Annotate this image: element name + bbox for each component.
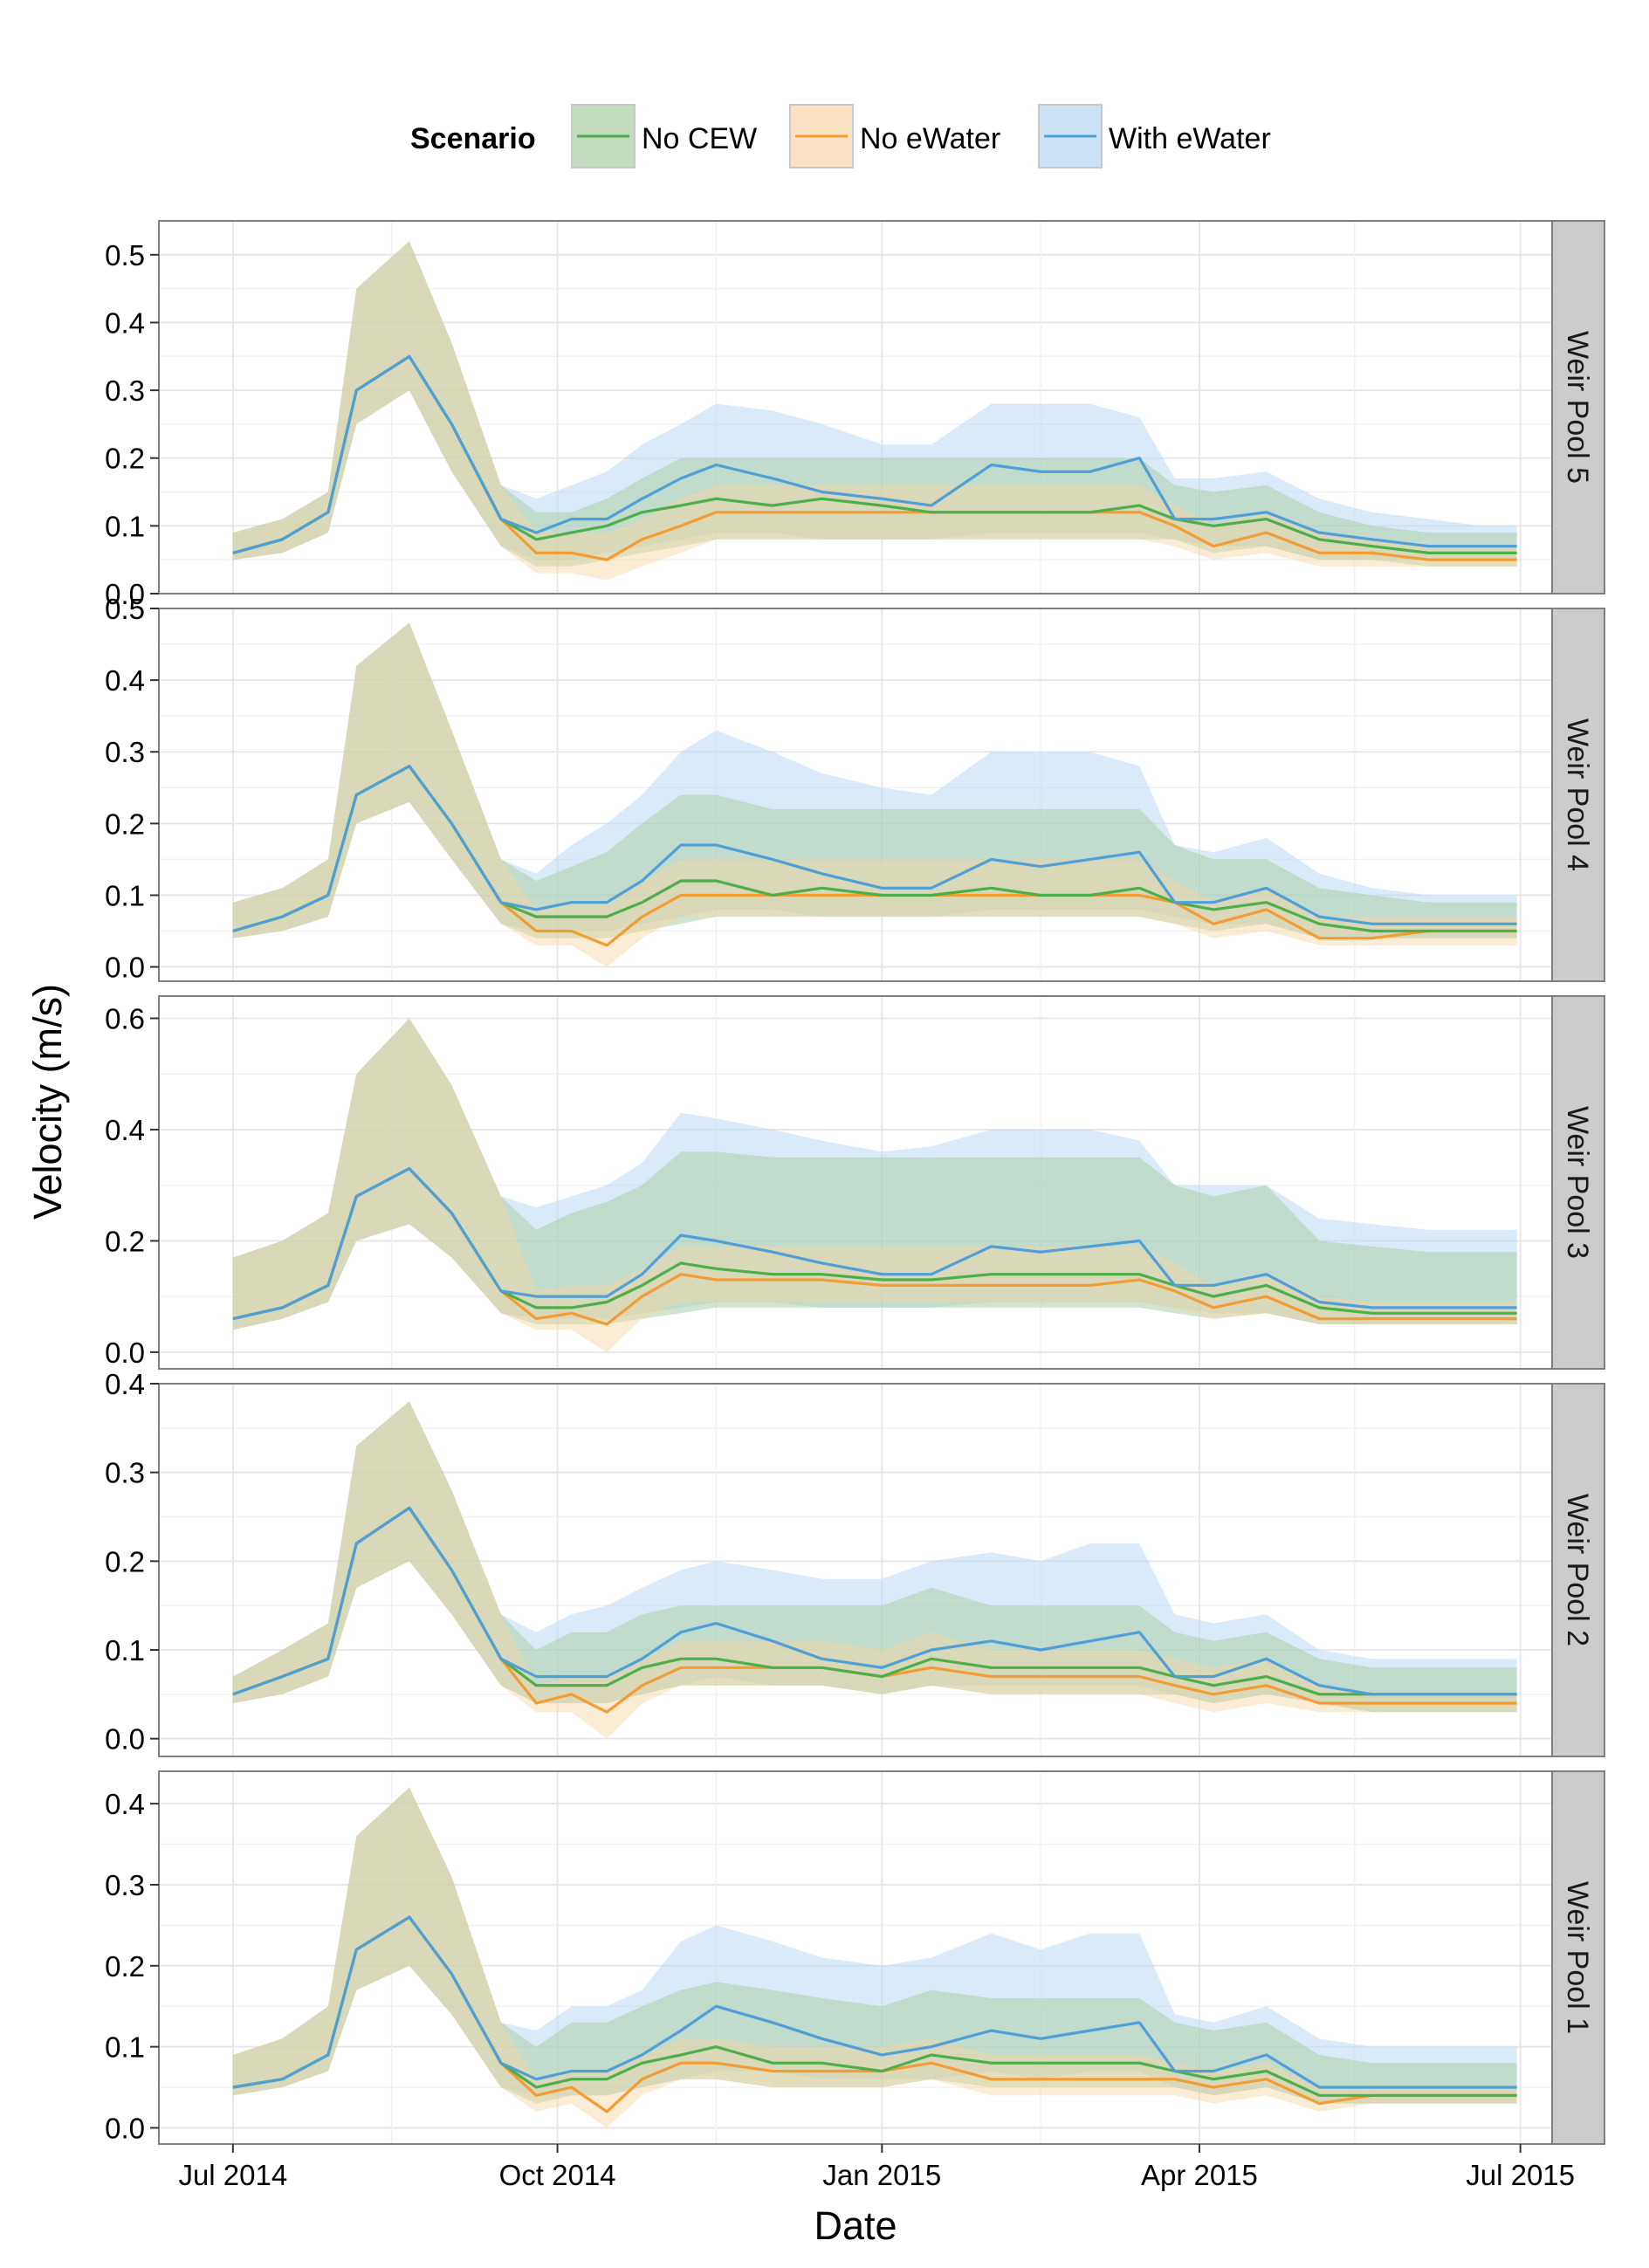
y-tick-label: 0.6 <box>105 1002 145 1034</box>
legend-item-with-ewater: With eWater <box>1038 104 1271 168</box>
y-tick-label: 0.2 <box>105 1950 145 1983</box>
legend-label: No CEW <box>642 122 757 155</box>
strip-label: Weir Pool 4 <box>1561 718 1594 871</box>
y-tick-label: 0.5 <box>105 593 145 625</box>
x-tick-label: Apr 2015 <box>1141 2159 1258 2191</box>
band-no-cew <box>232 1018 1517 1330</box>
x-tick-label: Oct 2014 <box>499 2159 616 2191</box>
y-tick-label: 0.3 <box>105 1869 145 1901</box>
band-with-ewater <box>232 1787 1517 2104</box>
strip-background <box>1551 608 1605 982</box>
legend-item-no-cew: No CEW <box>571 104 757 168</box>
band-no-ewater <box>232 1787 1517 2128</box>
y-tick-label: 0.2 <box>105 1225 145 1257</box>
legend-label: With eWater <box>1109 122 1271 155</box>
x-tick-label: Jul 2014 <box>178 2159 287 2191</box>
band-no-cew <box>232 622 1517 938</box>
y-tick-label: 0.3 <box>105 375 145 407</box>
panel-weir-pool-1: Weir Pool 1 0.0 0.1 0.2 0.3 0.4 <box>105 1770 1605 2145</box>
y-tick-label: 0.2 <box>105 443 145 475</box>
y-tick-label: 0.1 <box>105 510 145 542</box>
legend-label: No eWater <box>860 122 1000 155</box>
legend: Scenario No CEW No eWater With eWater <box>410 104 1271 168</box>
band-no-ewater <box>232 622 1517 967</box>
y-tick-label: 0.0 <box>105 2112 145 2144</box>
x-axis-title: Date <box>814 2203 897 2248</box>
y-tick-label: 0.5 <box>105 239 145 271</box>
panel-weir-pool-3: Weir Pool 3 0.0 0.2 0.4 0.6 <box>105 995 1605 1370</box>
line-with-ewater <box>232 1166 1517 1321</box>
y-tick-label: 0.0 <box>105 1723 145 1756</box>
y-tick-label: 0.4 <box>105 664 145 697</box>
panel-weir-pool-4: Weir Pool 4 0.0 0.1 0.2 0.3 0.4 0.5 <box>105 593 1605 984</box>
strip-background <box>1551 1383 1605 1757</box>
y-tick-label: 0.1 <box>105 2031 145 2064</box>
band-no-cew <box>232 1401 1517 1713</box>
legend-item-no-ewater: No eWater <box>789 104 1000 168</box>
band-no-cew <box>232 1787 1517 2104</box>
y-tick-label: 0.0 <box>105 578 145 610</box>
strip-background <box>1551 220 1605 594</box>
y-tick-label: 0.3 <box>105 736 145 768</box>
y-tick-label: 0.4 <box>105 1788 145 1820</box>
line-with-ewater <box>232 765 1517 933</box>
band-with-ewater <box>232 241 1517 560</box>
band-with-ewater <box>232 1401 1517 1713</box>
x-tick-label: Jan 2015 <box>822 2159 941 2191</box>
y-tick-label: 0.1 <box>105 1634 145 1667</box>
y-tick-label: 0.2 <box>105 808 145 840</box>
strip-label: Weir Pool 1 <box>1561 1881 1594 2034</box>
y-tick-label: 0.2 <box>105 1545 145 1577</box>
y-tick-label: 0.4 <box>105 1114 145 1146</box>
band-no-cew <box>232 241 1517 567</box>
y-tick-label: 0.0 <box>105 952 145 984</box>
panel-weir-pool-2: Weir Pool 2 0.0 0.1 0.2 0.3 0.4 <box>105 1368 1605 1757</box>
legend-title: Scenario <box>410 122 536 155</box>
line-with-ewater <box>232 1506 1517 1696</box>
y-tick-label: 0.4 <box>105 306 145 339</box>
strip-background <box>1551 995 1605 1370</box>
y-tick-label: 0.0 <box>105 1337 145 1369</box>
panel-weir-pool-5: Weir Pool 5 0.0 0.1 0.2 0.3 0.4 0.5 <box>105 220 1605 610</box>
x-tick-label: Jul 2015 <box>1466 2159 1575 2191</box>
line-with-ewater <box>232 354 1517 554</box>
y-tick-label: 0.3 <box>105 1457 145 1489</box>
strip-background <box>1551 1770 1605 2145</box>
line-with-ewater <box>232 1915 1517 2089</box>
strip-label: Weir Pool 5 <box>1561 331 1594 484</box>
y-tick-label: 0.4 <box>105 1368 145 1400</box>
x-axis: Jul 2014 Oct 2014 Jan 2015 Apr 2015 Jul 2015 <box>178 2144 1575 2191</box>
y-tick-label: 0.1 <box>105 879 145 911</box>
strip-label: Weir Pool 3 <box>1561 1106 1594 1259</box>
band-no-ewater <box>232 1401 1517 1739</box>
y-axis-title: Velocity (m/s) <box>25 984 70 1220</box>
strip-label: Weir Pool 2 <box>1561 1494 1594 1646</box>
